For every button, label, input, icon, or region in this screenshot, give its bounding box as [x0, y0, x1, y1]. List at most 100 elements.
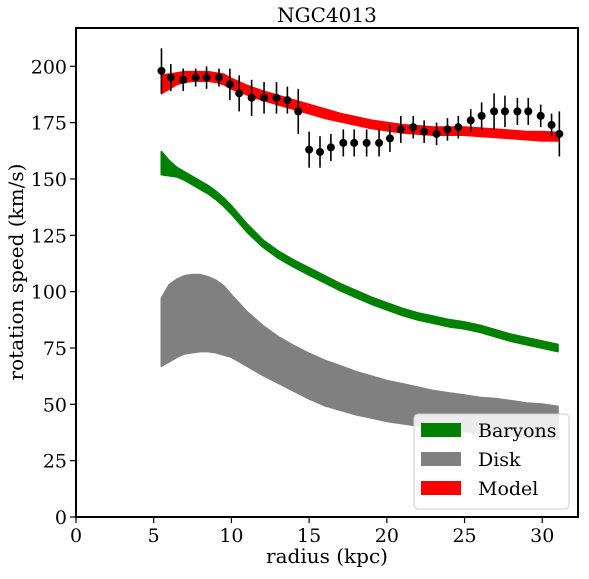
observed-point: [409, 115, 418, 139]
x-axis-label: radius (kpc): [266, 544, 388, 568]
x-tick-label: 20: [375, 525, 399, 547]
x-tick-label: 5: [148, 525, 160, 547]
data-point-marker: [432, 129, 441, 138]
baryons-band: [160, 150, 559, 353]
data-point-marker: [536, 111, 545, 120]
observed-point: [420, 120, 429, 143]
observed-point: [500, 95, 509, 128]
y-tick-label: 150: [31, 169, 67, 191]
data-point-marker: [513, 107, 522, 116]
y-tick-label: 50: [43, 394, 67, 416]
y-tick-label: 100: [31, 282, 67, 304]
observed-point: [524, 97, 533, 125]
axis-ticks-layer: 0 5 10 15 20 25 30 0 25 50 75 100 125 150 175 200: [31, 56, 555, 547]
data-point-marker: [202, 73, 211, 82]
observed-point: [260, 82, 269, 114]
observed-point: [362, 129, 371, 157]
x-tick-label: 0: [70, 525, 82, 547]
legend-label-model: Model: [478, 478, 538, 500]
observed-point: [385, 124, 394, 152]
model-band: [160, 70, 559, 142]
x-tick-label: 10: [219, 525, 243, 547]
observed-point: [536, 104, 545, 128]
y-tick-label: 25: [43, 451, 67, 473]
data-point-marker: [272, 93, 281, 102]
data-point-marker: [420, 127, 429, 136]
data-point-marker: [157, 66, 166, 75]
y-tick-label: 75: [43, 338, 67, 360]
data-point-marker: [247, 93, 256, 102]
observed-point: [316, 136, 325, 168]
observed-point: [272, 82, 281, 114]
data-point-marker: [443, 125, 452, 134]
data-point-marker: [490, 107, 499, 116]
observed-point: [166, 64, 175, 92]
observed-point: [350, 129, 359, 157]
legend-label-disk: Disk: [478, 449, 521, 471]
observed-point: [375, 129, 384, 157]
data-point-marker: [316, 147, 325, 156]
plot-frame: [75, 27, 579, 518]
observed-point: [555, 111, 564, 157]
data-point-marker: [179, 75, 188, 84]
legend-swatch-disk: [421, 452, 461, 466]
observed-point: [339, 129, 348, 157]
observed-point: [214, 68, 223, 87]
data-point-marker: [454, 123, 463, 132]
observed-points-layer: [157, 48, 564, 168]
bands-layer: [160, 70, 559, 441]
data-point-marker: [214, 73, 223, 82]
data-point-marker: [555, 129, 564, 138]
legend-label-baryons: Baryons: [478, 420, 557, 442]
data-point-marker: [260, 93, 269, 102]
observed-point: [157, 48, 166, 94]
observed-point: [443, 118, 452, 141]
data-point-marker: [547, 120, 556, 129]
data-point-marker: [339, 138, 348, 147]
data-point-marker: [294, 107, 303, 116]
data-point-marker: [326, 143, 335, 152]
legend-swatch-model: [421, 481, 461, 495]
data-point-marker: [283, 96, 292, 105]
observed-point: [305, 131, 314, 168]
x-tick-label: 30: [530, 525, 554, 547]
chart-title: NGC4013: [277, 3, 377, 27]
legend-swatch-baryons: [421, 423, 461, 437]
y-tick-label: 0: [55, 507, 67, 529]
observed-point: [326, 133, 335, 161]
data-point-marker: [166, 73, 175, 82]
data-point-marker: [477, 111, 486, 120]
data-point-marker: [524, 107, 533, 116]
y-axis-label: rotation speed (km/s): [4, 164, 28, 381]
data-point-marker: [409, 123, 418, 132]
x-tick-label: 25: [452, 525, 476, 547]
legend: Baryons Disk Model: [413, 413, 570, 510]
observed-point: [432, 122, 441, 146]
observed-point: [547, 113, 556, 137]
data-point-marker: [396, 125, 405, 134]
observed-point: [225, 68, 234, 101]
data-point-marker: [225, 80, 234, 89]
observed-point: [490, 93, 499, 130]
data-point-marker: [235, 89, 244, 98]
data-point-marker: [362, 138, 371, 147]
observed-point: [179, 68, 188, 92]
observed-point: [513, 97, 522, 125]
data-point-marker: [191, 73, 200, 82]
x-tick-label: 15: [297, 525, 321, 547]
data-point-marker: [305, 145, 314, 154]
observed-point: [247, 79, 256, 116]
data-point-marker: [500, 107, 509, 116]
observed-point: [191, 68, 200, 87]
data-point-marker: [385, 134, 394, 143]
observed-point: [202, 66, 211, 89]
data-point-marker: [350, 138, 359, 147]
data-point-marker: [466, 116, 475, 125]
observed-point: [283, 86, 292, 114]
observed-point: [396, 115, 405, 143]
data-point-marker: [375, 138, 384, 147]
observed-point: [235, 75, 244, 112]
observed-point: [294, 88, 303, 134]
